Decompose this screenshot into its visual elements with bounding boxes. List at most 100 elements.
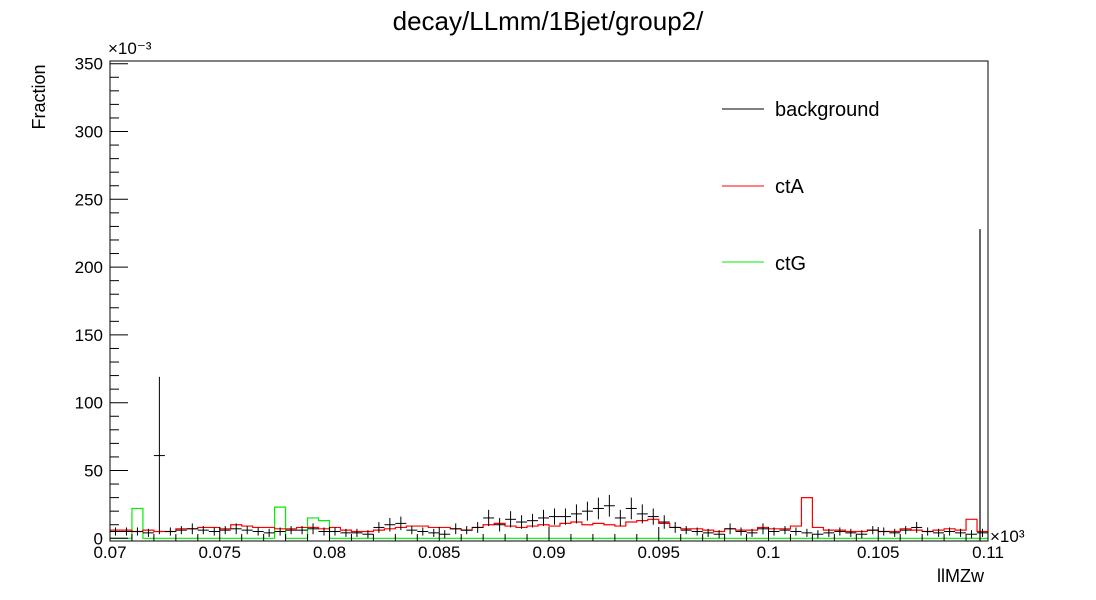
background-point — [208, 527, 220, 536]
background-point — [856, 530, 868, 539]
background-point — [878, 527, 890, 536]
background-point — [944, 527, 956, 536]
y-tick-label: 150 — [75, 326, 103, 345]
x-tick-label: 0.07 — [93, 543, 126, 562]
x-tick-label: 0.1 — [757, 543, 781, 562]
x-tick-label: 0.11 — [972, 543, 1004, 562]
background-point — [472, 522, 484, 533]
background-point — [153, 376, 165, 535]
background-point — [900, 526, 912, 535]
background-point — [142, 528, 154, 537]
x-axis: 0.07 0.075 0.08 0.085 0.09 0.095 0.1 0.105 0.11 — [93, 527, 1004, 562]
series-ctA-step — [110, 497, 988, 533]
x-tick-label: 0.105 — [857, 543, 900, 562]
background-point — [702, 528, 714, 537]
background-point — [527, 513, 539, 528]
background-point — [889, 528, 901, 537]
x-tick-label: 0.085 — [418, 543, 461, 562]
background-point — [691, 527, 703, 536]
background-point — [735, 527, 747, 536]
plot-area — [110, 229, 988, 541]
background-point — [955, 528, 967, 537]
background-point — [779, 526, 791, 535]
background-point — [592, 497, 604, 520]
background-point — [263, 528, 275, 537]
background-point — [790, 527, 802, 536]
background-point — [483, 509, 495, 527]
y-tick-label: 100 — [75, 394, 103, 413]
background-point — [120, 527, 132, 536]
background-point — [581, 501, 593, 521]
background-point — [812, 530, 824, 539]
background-point — [307, 523, 319, 535]
background-point — [384, 517, 396, 532]
background-point — [241, 526, 253, 535]
background-point — [977, 528, 988, 537]
background-point — [647, 508, 659, 525]
x-tick-label: 0.095 — [637, 543, 680, 562]
background-point — [318, 527, 330, 536]
background-point — [845, 528, 857, 537]
background-point — [340, 528, 352, 537]
legend-label-ctA: ctA — [775, 176, 805, 198]
background-point — [186, 523, 198, 535]
x-tick-label: 0.075 — [198, 543, 241, 562]
background-point — [373, 522, 385, 533]
background-point — [559, 508, 571, 525]
background-point — [274, 527, 286, 536]
background-point — [966, 530, 978, 539]
x-axis-label: llMZw — [937, 566, 985, 586]
y-axis: 0 50 100 150 200 250 300 350 — [75, 55, 128, 548]
background-point — [911, 522, 923, 533]
background-point — [296, 526, 308, 535]
y-multiplier: ×10⁻³ — [108, 39, 152, 58]
chart-title: decay/LLmm/1Bjet/group2/ — [393, 6, 705, 36]
background-point — [505, 511, 517, 528]
y-tick-label: 250 — [75, 190, 103, 209]
background-point — [516, 515, 528, 529]
background-point — [922, 527, 934, 536]
background-point — [614, 509, 626, 527]
background-point — [570, 504, 582, 524]
background-point — [867, 526, 879, 535]
background-point — [636, 504, 648, 524]
background-point — [461, 526, 473, 535]
background-point — [450, 523, 462, 535]
background-point — [428, 528, 440, 537]
background-point — [768, 527, 780, 536]
legend-label-background: background — [775, 99, 880, 121]
series-ctG-step — [110, 506, 988, 539]
background-point — [625, 497, 637, 520]
background-point — [417, 527, 429, 536]
background-point — [362, 530, 374, 539]
x-tick-label: 0.08 — [313, 543, 346, 562]
background-point — [439, 530, 451, 539]
x-tick-label: 0.09 — [532, 543, 565, 562]
background-point — [724, 523, 736, 535]
y-tick-label: 300 — [75, 123, 103, 142]
background-point — [110, 527, 121, 536]
background-point — [834, 527, 846, 536]
background-point — [746, 528, 758, 537]
background-point — [713, 530, 725, 539]
background-point — [230, 523, 242, 535]
background-point — [131, 527, 143, 536]
plot-frame — [109, 60, 989, 542]
background-point — [219, 526, 231, 535]
background-point — [658, 515, 670, 529]
background-point — [406, 526, 418, 535]
legend-label-ctG: ctG — [775, 253, 806, 275]
background-point — [823, 528, 835, 537]
background-point — [252, 527, 264, 536]
background-point — [538, 509, 549, 527]
background-point — [494, 517, 506, 532]
y-tick-label: 0 — [94, 529, 103, 548]
background-point — [680, 526, 692, 535]
y-tick-label: 350 — [75, 55, 103, 74]
background-point — [197, 526, 209, 535]
y-tick-label: 50 — [84, 461, 103, 480]
x-multiplier: ×10³ — [990, 527, 1025, 546]
background-point — [801, 528, 813, 537]
background-point — [329, 527, 341, 536]
